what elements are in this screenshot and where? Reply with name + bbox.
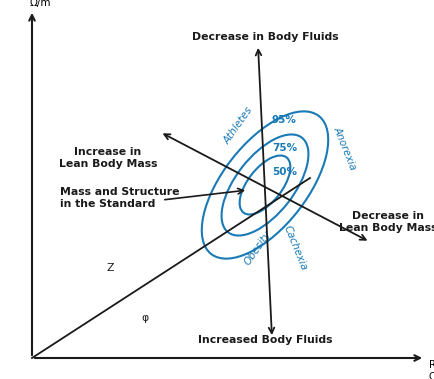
- Text: Decrease in
Lean Body Mass: Decrease in Lean Body Mass: [338, 211, 434, 233]
- Text: 50%: 50%: [271, 167, 296, 177]
- Text: Athletes: Athletes: [221, 105, 254, 146]
- Text: Z: Z: [106, 263, 113, 273]
- Text: Anorexia: Anorexia: [331, 125, 358, 171]
- Text: Increase in
Lean Body Mass: Increase in Lean Body Mass: [59, 147, 157, 169]
- Text: Increased Body Fluids: Increased Body Fluids: [197, 335, 332, 345]
- Text: Mass and Structure
in the Standard: Mass and Structure in the Standard: [60, 187, 179, 209]
- Text: Cachexia: Cachexia: [281, 224, 308, 272]
- Text: Decrease in Body Fluids: Decrease in Body Fluids: [191, 32, 338, 42]
- Text: R/H
Ω/m: R/H Ω/m: [428, 360, 434, 379]
- Text: Obesity: Obesity: [242, 229, 273, 267]
- Text: 95%: 95%: [271, 115, 296, 125]
- Text: φ: φ: [141, 313, 148, 323]
- Text: 75%: 75%: [271, 143, 296, 153]
- Text: Xc/H
Ω/m: Xc/H Ω/m: [30, 0, 54, 8]
